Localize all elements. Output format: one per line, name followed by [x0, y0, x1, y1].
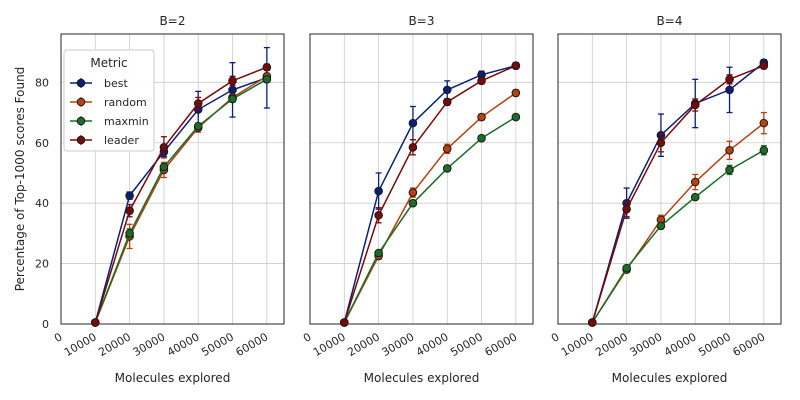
data-point — [125, 229, 134, 238]
legend-marker — [76, 135, 86, 145]
data-point — [159, 162, 169, 172]
legend-box — [63, 49, 155, 152]
data-point — [477, 76, 486, 86]
legend-item-leader: leader — [70, 134, 139, 147]
series-line — [343, 64, 517, 323]
axes-frame — [60, 33, 285, 325]
x-axis-label: Molecules explored — [115, 371, 231, 385]
data-point — [228, 85, 237, 95]
y-axis-label: Percentage of Top-1000 scores Found — [13, 67, 27, 292]
legend-marker — [76, 78, 86, 88]
series-line — [591, 62, 765, 323]
data-point — [91, 318, 100, 327]
data-point — [408, 198, 418, 208]
data-point — [725, 146, 734, 155]
data-point — [588, 318, 597, 327]
legend: Metric best random maxmin leader — [63, 49, 155, 152]
data-point — [725, 85, 734, 95]
data-point — [262, 62, 272, 72]
data-point — [408, 142, 418, 152]
series-maxmin — [588, 145, 769, 327]
panel-title: B=3 — [409, 14, 435, 28]
series-line — [94, 78, 268, 323]
axes-frame — [557, 33, 782, 325]
series-line — [94, 75, 268, 323]
data-point — [690, 192, 700, 202]
data-point — [374, 248, 383, 258]
y-tick-label: 60 — [35, 137, 49, 150]
data-point — [442, 144, 452, 154]
data-point — [193, 121, 203, 131]
x-axis-label: Molecules explored — [612, 371, 728, 385]
data-point — [228, 94, 237, 104]
legend-title: Metric — [90, 56, 127, 70]
y-tick-label: 0 — [42, 318, 49, 331]
legend-marker — [76, 116, 86, 126]
legend-label: maxmin — [104, 115, 149, 128]
series-line — [343, 92, 517, 323]
series-line — [94, 66, 268, 323]
legend-label: leader — [104, 134, 139, 147]
series-maxmin — [340, 112, 521, 327]
y-tick-label: 20 — [35, 258, 49, 271]
series-line — [343, 65, 517, 323]
data-point — [759, 118, 769, 128]
legend-label: random — [104, 96, 147, 109]
legend-marker — [76, 97, 86, 107]
data-point — [759, 61, 769, 71]
data-point — [656, 221, 666, 231]
series-line — [591, 65, 765, 323]
legend-item-random: random — [70, 96, 147, 109]
data-point — [125, 191, 134, 200]
data-point — [374, 210, 383, 220]
data-point — [511, 88, 521, 98]
series-leader — [588, 61, 769, 327]
data-point — [622, 204, 631, 214]
series-leader — [340, 61, 521, 327]
data-point — [340, 318, 349, 327]
data-point — [725, 165, 734, 175]
data-point — [262, 75, 272, 84]
series-line — [343, 116, 517, 323]
series-line — [94, 77, 268, 323]
series-line — [591, 149, 765, 323]
data-point — [374, 186, 383, 196]
data-point — [408, 118, 418, 128]
data-point — [477, 133, 486, 143]
data-point — [656, 138, 666, 148]
data-point — [511, 112, 521, 122]
data-point — [442, 97, 452, 107]
legend-label: best — [104, 77, 128, 90]
data-point — [690, 177, 700, 187]
data-point — [228, 76, 237, 86]
data-point — [408, 188, 418, 197]
axes-frame — [309, 33, 534, 325]
series-leader — [91, 62, 272, 327]
y-tick-label: 80 — [35, 76, 49, 89]
data-point — [159, 142, 169, 152]
panel-title: B=2 — [160, 14, 186, 28]
data-point — [690, 100, 700, 110]
panel-title: B=4 — [657, 14, 683, 28]
data-point — [442, 85, 452, 95]
data-point — [759, 146, 769, 155]
data-point — [511, 61, 521, 71]
data-point — [193, 99, 203, 108]
y-tick-label: 40 — [35, 197, 49, 210]
data-point — [442, 164, 452, 173]
data-point — [622, 263, 631, 273]
legend-item-maxmin: maxmin — [70, 115, 149, 128]
legend-item-best: best — [70, 77, 128, 90]
data-point — [725, 75, 734, 84]
data-point — [125, 206, 134, 216]
x-axis-label: Molecules explored — [364, 371, 480, 385]
data-point — [477, 112, 486, 122]
